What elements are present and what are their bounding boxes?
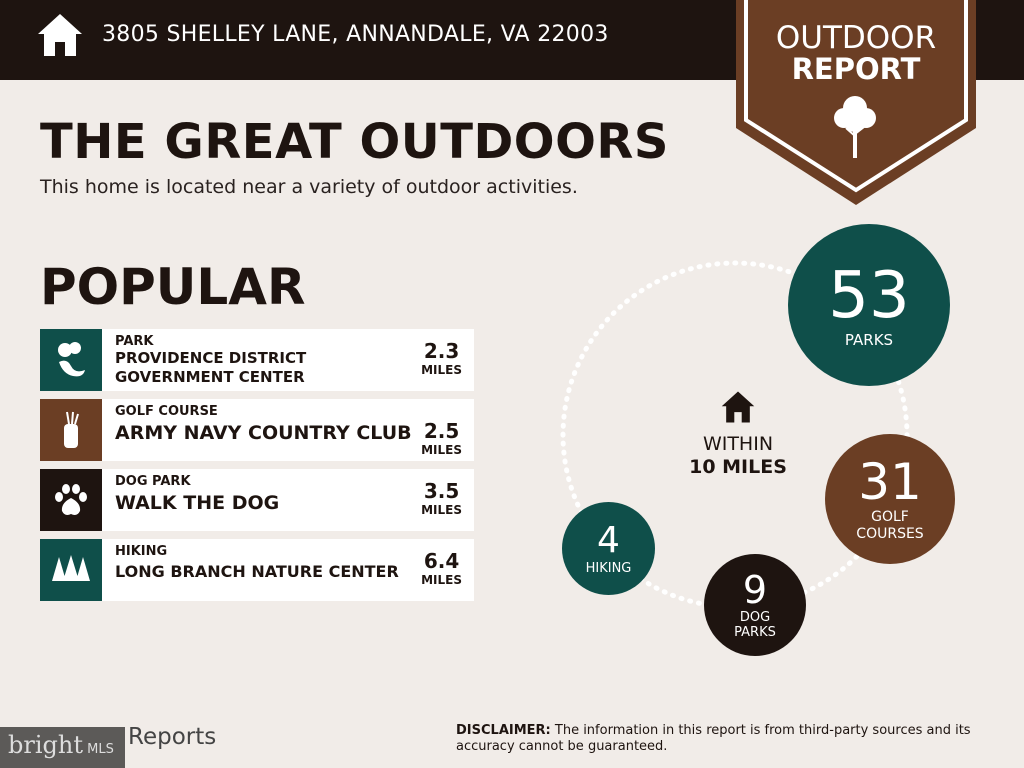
label: GOLF (871, 509, 909, 525)
radius-text: 10 MILES (689, 456, 787, 478)
disclaimer-text: The information in this report is from t… (456, 723, 971, 754)
distance-unit: MILES (421, 573, 462, 587)
within-text: WITHIN (702, 433, 774, 455)
park-icon (40, 329, 102, 391)
disclaimer-label: DISCLAIMER: (456, 723, 551, 738)
distance-unit: MILES (421, 503, 462, 517)
item-distance: 2.5 MILES (421, 419, 462, 457)
distance-value: 2.5 (423, 419, 460, 443)
count: 4 (597, 520, 620, 561)
count: 31 (858, 453, 922, 511)
dog-parks-count-circle: 9 DOG PARKS (704, 554, 806, 656)
pine-trees-icon (40, 539, 102, 601)
home-icon (721, 391, 755, 423)
label: PARKS (844, 331, 894, 349)
golf-bag-icon (40, 399, 102, 461)
item-name: ARMY NAVY COUNTRY CLUB (115, 422, 412, 444)
list-item: HIKING LONG BRANCH NATURE CENTER 6.4 MILE… (40, 539, 474, 601)
page-subtitle: This home is located near a variety of o… (40, 176, 578, 198)
item-distance: 2.3 MILES (421, 339, 462, 377)
badge-line2: REPORT (791, 52, 921, 86)
count: 9 (742, 568, 768, 612)
popular-heading: POPULAR (40, 258, 306, 316)
item-category: HIKING (115, 544, 168, 559)
item-category: GOLF COURSE (115, 404, 218, 419)
distance-value: 3.5 (423, 479, 460, 503)
list-item: PARK PROVIDENCE DISTRICT GOVERNMENT CENT… (40, 329, 474, 391)
label: HIKING (585, 561, 632, 576)
golf-count-circle: 31 GOLF COURSES (825, 434, 955, 564)
distance-value: 6.4 (423, 549, 460, 573)
count: 53 (828, 259, 910, 333)
label: COURSES (856, 526, 924, 542)
brand-reports: Reports (128, 724, 217, 750)
home-icon (38, 14, 82, 56)
item-name: LONG BRANCH NATURE CENTER (115, 562, 399, 581)
item-distance: 6.4 MILES (421, 549, 462, 587)
disclaimer: DISCLAIMER: The information in this repo… (456, 723, 996, 755)
label: PARKS (734, 625, 776, 640)
item-name: PROVIDENCE DISTRICT GOVERNMENT CENTER (115, 349, 307, 386)
item-category: DOG PARK (115, 474, 191, 489)
property-address: 3805 SHELLEY LANE, ANNANDALE, VA 22003 (102, 22, 609, 47)
page-title: THE GREAT OUTDOORS (40, 114, 669, 170)
label: DOG (739, 610, 771, 625)
bright-mls-watermark: bright MLS (0, 727, 125, 768)
hiking-count-circle: 4 HIKING (562, 502, 655, 595)
distance-unit: MILES (421, 443, 462, 457)
within-radius-label: WITHIN 10 MILES (668, 433, 808, 479)
parks-count-circle: 53 PARKS (788, 224, 950, 386)
item-category: PARK (115, 334, 154, 349)
distance-unit: MILES (421, 363, 462, 377)
item-name: WALK THE DOG (115, 492, 280, 514)
distance-value: 2.3 (423, 339, 460, 363)
badge-line1: OUTDOOR (775, 20, 937, 56)
paw-icon (40, 469, 102, 531)
list-item: GOLF COURSE ARMY NAVY COUNTRY CLUB 2.5 MI… (40, 399, 474, 461)
tree-icon (834, 96, 876, 158)
item-distance: 3.5 MILES (421, 479, 462, 517)
list-item: DOG PARK WALK THE DOG 3.5 MILES (40, 469, 474, 531)
